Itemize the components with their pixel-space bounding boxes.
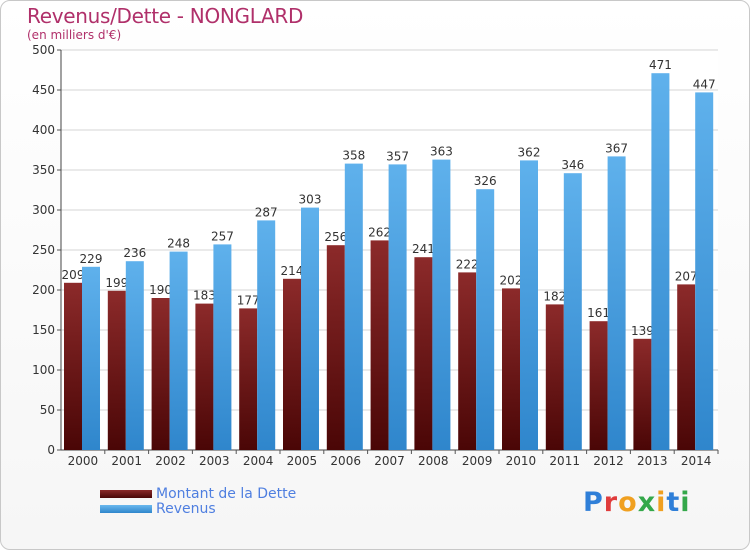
y-tick-label: 300 — [32, 203, 55, 217]
data-label-revenue: 248 — [167, 237, 190, 251]
legend-label-revenue: Revenus — [156, 500, 216, 517]
data-label-revenue: 257 — [211, 229, 234, 243]
data-label-debt: 214 — [281, 264, 304, 278]
data-label-revenue: 357 — [386, 149, 409, 163]
x-tick-label: 2005 — [287, 454, 318, 468]
data-label-debt: 161 — [587, 306, 610, 320]
x-tick-label: 2008 — [418, 454, 449, 468]
bar-debt — [151, 298, 170, 450]
bar-revenue — [344, 163, 363, 450]
bar-debt — [589, 321, 608, 450]
legend-item-revenue: Revenus — [100, 500, 296, 517]
bar-debt — [414, 257, 433, 450]
y-tick-label: 0 — [47, 443, 55, 457]
legend-swatch-debt — [100, 489, 152, 498]
data-label-debt: 183 — [193, 289, 216, 303]
data-label-revenue: 358 — [342, 149, 365, 163]
chart-subtitle: (en milliers d'€) — [27, 28, 122, 42]
x-tick-label: 2000 — [68, 454, 99, 468]
legend-swatch-revenue — [100, 504, 152, 513]
x-tick-label: 2013 — [637, 454, 668, 468]
x-tick-label: 2014 — [681, 454, 712, 468]
data-label-debt: 177 — [237, 293, 260, 307]
x-tick-label: 2010 — [506, 454, 537, 468]
data-label-revenue: 367 — [605, 141, 628, 155]
chart-title: Revenus/Dette - NONGLARD — [27, 4, 304, 28]
bar-revenue — [213, 244, 232, 450]
bar-debt — [633, 338, 652, 450]
bar-debt — [458, 272, 477, 450]
bar-debt — [677, 284, 696, 450]
x-tick-label: 2001 — [111, 454, 142, 468]
bar-revenue — [520, 160, 538, 450]
y-tick-label: 200 — [32, 283, 55, 297]
x-tick-label: 2011 — [549, 454, 580, 468]
bar-debt — [107, 290, 126, 450]
x-tick-label: 2012 — [593, 454, 624, 468]
y-tick-label: 250 — [32, 243, 55, 257]
data-label-debt: 182 — [543, 289, 566, 303]
y-tick-label: 500 — [32, 43, 55, 57]
data-label-revenue: 236 — [123, 246, 146, 260]
data-label-revenue: 447 — [693, 77, 716, 91]
y-tick-label: 400 — [32, 123, 55, 137]
y-tick-label: 450 — [32, 83, 55, 97]
data-label-revenue: 346 — [561, 158, 584, 172]
data-label-revenue: 326 — [474, 174, 497, 188]
data-label-debt: 202 — [500, 273, 523, 287]
bar-debt — [545, 304, 564, 450]
bar-debt — [370, 240, 389, 450]
data-label-debt: 139 — [631, 324, 654, 338]
bar-debt — [502, 288, 520, 450]
legend: Montant de la Dette Revenus — [100, 485, 297, 517]
x-tick-label: 2004 — [243, 454, 274, 468]
data-label-debt: 262 — [368, 225, 391, 239]
bar-revenue — [651, 73, 670, 450]
y-tick-label: 150 — [32, 323, 55, 337]
data-label-debt: 190 — [149, 283, 172, 297]
data-label-debt: 241 — [412, 242, 435, 256]
x-tick-label: 2002 — [155, 454, 186, 468]
bar-revenue — [607, 156, 626, 450]
bar-revenue — [257, 220, 276, 450]
y-tick-label: 50 — [40, 403, 55, 417]
bar-revenue — [563, 173, 582, 450]
data-label-debt: 199 — [105, 276, 128, 290]
data-label-revenue: 363 — [430, 145, 453, 159]
data-label-debt: 222 — [456, 257, 479, 271]
data-label-revenue: 471 — [649, 58, 672, 72]
x-tick-label: 2007 — [374, 454, 405, 468]
data-label-revenue: 362 — [518, 145, 541, 159]
y-tick-label: 350 — [32, 163, 55, 177]
bar-debt — [326, 245, 345, 450]
x-tick-label: 2006 — [330, 454, 361, 468]
bar-revenue — [388, 164, 407, 450]
x-tick-label: 2003 — [199, 454, 230, 468]
y-tick-label: 100 — [32, 363, 55, 377]
data-label-revenue: 287 — [255, 205, 278, 219]
data-label-debt: 207 — [675, 269, 698, 283]
bar-revenue — [82, 266, 100, 450]
bar-debt — [64, 282, 82, 450]
bar-debt — [195, 303, 214, 450]
legend-item-debt: Montant de la Dette — [100, 485, 297, 502]
data-label-debt: 209 — [62, 268, 85, 282]
data-label-revenue: 229 — [80, 252, 103, 266]
bar-debt — [283, 278, 301, 450]
bar-revenue — [125, 261, 144, 450]
bar-debt — [239, 308, 258, 450]
bar-revenue — [432, 159, 451, 450]
x-tick-label: 2009 — [462, 454, 493, 468]
bar-revenue — [695, 92, 714, 451]
proxiti-logo: Proxiti — [583, 487, 691, 518]
bar-revenue — [301, 207, 319, 450]
data-label-revenue: 303 — [299, 193, 322, 207]
bar-revenue — [169, 251, 188, 450]
legend-label-debt: Montant de la Dette — [156, 485, 297, 502]
bar-revenue — [476, 189, 495, 450]
data-label-debt: 256 — [324, 230, 347, 244]
